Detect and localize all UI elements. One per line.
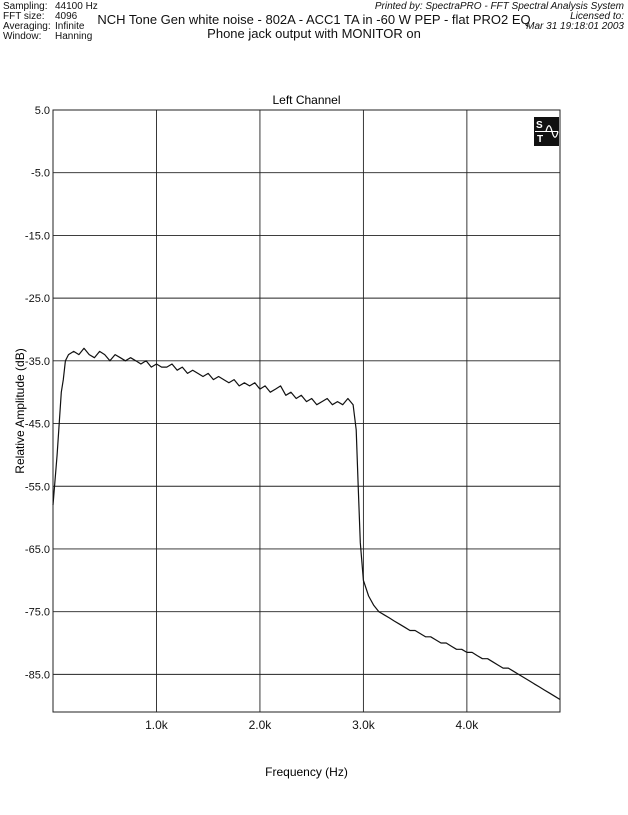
x-axis-label: Frequency (Hz) — [265, 765, 348, 779]
chart-title-block: NCH Tone Gen white noise - 802A - ACC1 T… — [0, 13, 628, 41]
setting-key: Sampling: — [3, 1, 48, 12]
settings-block: Sampling: 44100 Hz FFT size: 4096 Averagin… — [3, 2, 98, 42]
y-tick-label: -65.0 — [25, 544, 50, 556]
setting-value: Hanning — [55, 31, 93, 42]
licensed-to: Licensed to: — [570, 11, 624, 22]
chart-title: NCH Tone Gen white noise - 802A - ACC1 T… — [97, 12, 531, 27]
plot-frame — [52, 109, 561, 713]
svg-text:S: S — [536, 120, 543, 131]
y-tick-label: -55.0 — [25, 481, 50, 493]
setting-key: Averaging: — [3, 21, 51, 32]
y-tick-label: -5.0 — [31, 168, 50, 180]
x-tick-label: 4.0k — [456, 718, 480, 732]
setting-value: Infinite — [55, 21, 85, 32]
window-row: Window: Hanning — [3, 32, 98, 42]
averaging-row: Averaging: Infinite — [3, 22, 98, 32]
y-tick-label: -75.0 — [25, 607, 50, 619]
x-tick-label: 2.0k — [249, 718, 273, 732]
y-tick-label: -15.0 — [25, 230, 50, 242]
channel-label: Left Channel — [272, 93, 340, 107]
svg-text:T: T — [537, 134, 543, 145]
y-tick-label: -45.0 — [25, 419, 50, 431]
fft-size-row: FFT size: 4096 — [3, 12, 98, 22]
setting-key: Window: — [3, 31, 42, 42]
chart-subtitle: Phone jack output with MONITOR on — [207, 26, 421, 41]
y-tick-label: -25.0 — [25, 293, 50, 305]
print-date: Mar 31 19:18:01 2003 — [526, 21, 624, 32]
y-tick-label: -85.0 — [25, 669, 50, 681]
setting-key: FFT size: — [3, 11, 45, 22]
x-tick-label: 1.0k — [145, 718, 169, 732]
y-axis-label: Relative Amplitude (dB) — [13, 348, 27, 473]
x-tick-label: 3.0k — [352, 718, 376, 732]
grid — [52, 109, 561, 713]
y-tick-label: -35.0 — [25, 356, 50, 368]
printed-by: Printed by: SpectraPRO - FFT Spectral An… — [374, 1, 624, 12]
setting-value: 44100 Hz — [55, 1, 98, 12]
spectrum-line — [52, 347, 561, 701]
y-tick-label: 5.0 — [35, 105, 50, 117]
print-info-block: Printed by: SpectraPRO - FFT Spectral An… — [375, 2, 624, 32]
tick-labels: 5.0 -5.0 -15.0 -25.0 -35.0 -45.0 -55.0 -65.0 -75… — [25, 105, 479, 732]
setting-value: 4096 — [55, 11, 78, 22]
spectrapro-logo-icon: S T — [534, 117, 559, 146]
sampling-row: Sampling: 44100 Hz — [3, 2, 98, 12]
series-group — [52, 347, 561, 701]
